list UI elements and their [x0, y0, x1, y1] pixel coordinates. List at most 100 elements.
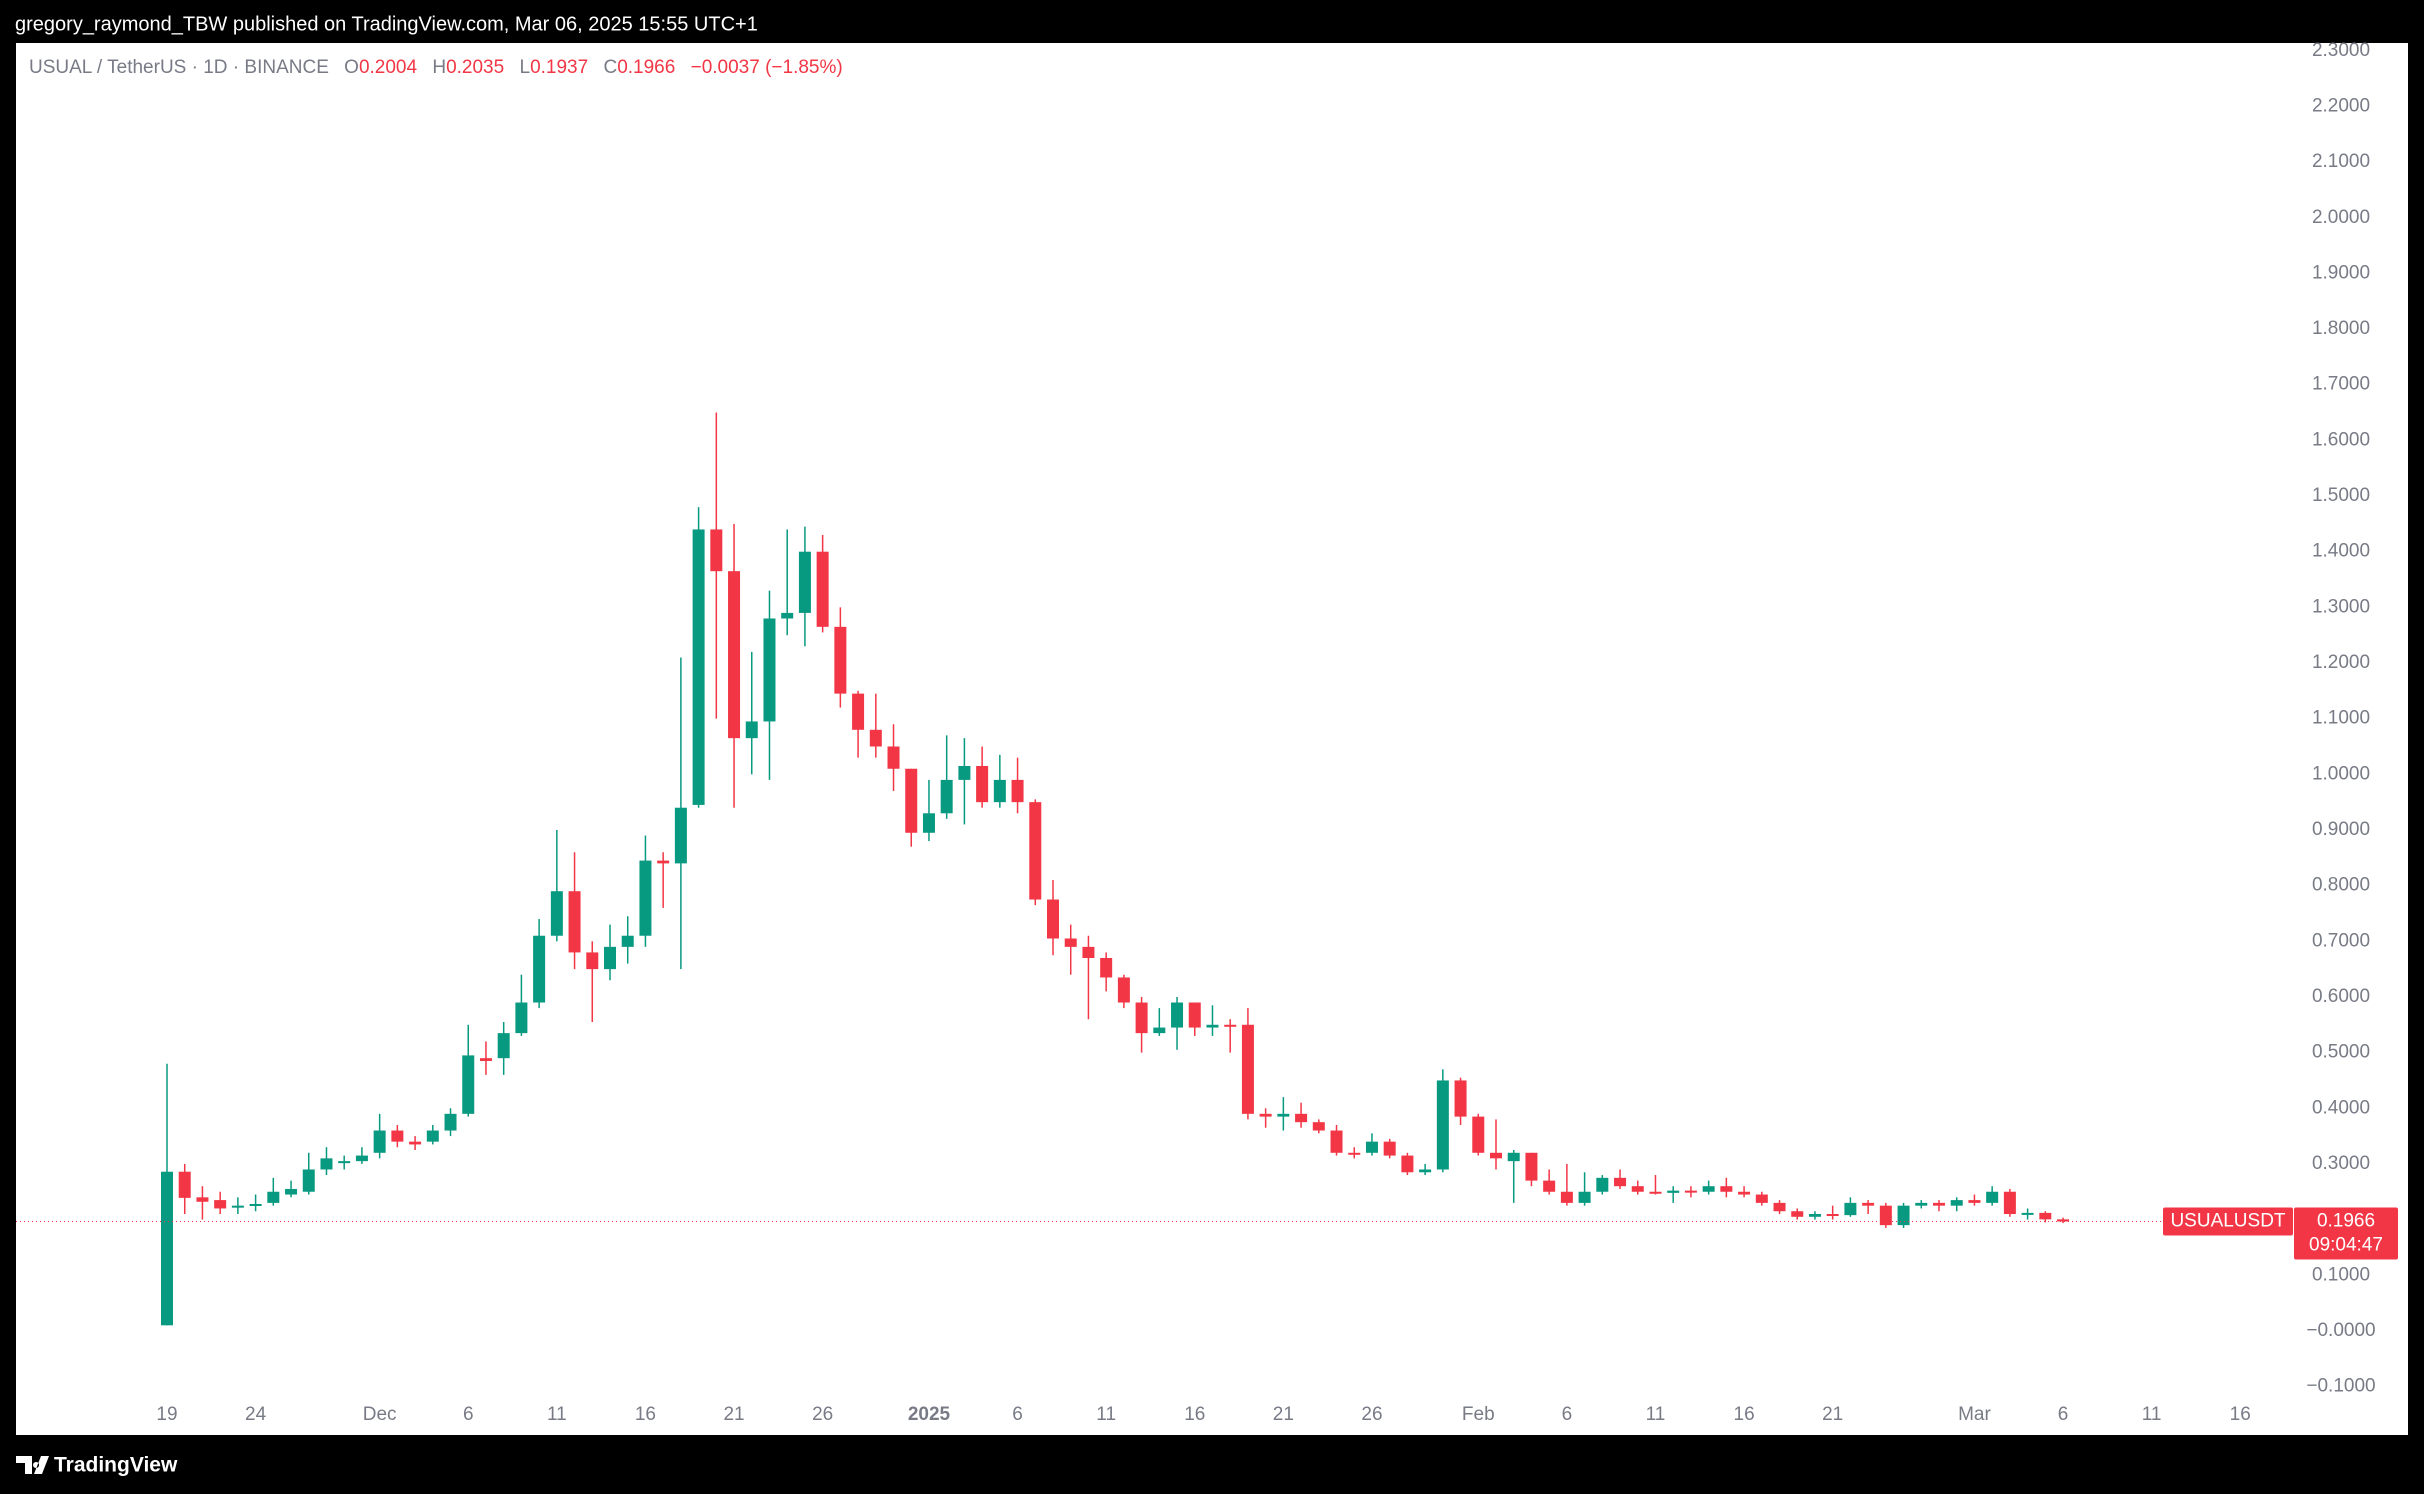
x-tick-label: 6 [1012, 1404, 1023, 1425]
symbol-tag [2163, 1207, 2293, 1236]
candle-body [497, 1033, 510, 1059]
candle-body [1330, 1130, 1343, 1153]
candle-body [533, 935, 546, 1003]
low-label: L [519, 57, 530, 78]
symbol-label: USUALUSDT [2170, 1210, 2285, 1231]
y-tick-label: 0.8000 [2312, 875, 2370, 896]
candle-body [976, 765, 989, 803]
candle-body [515, 1002, 528, 1034]
y-tick-label: −0.1000 [2306, 1376, 2375, 1397]
x-tick-label: 11 [547, 1404, 567, 1425]
x-tick-label: 16 [1734, 1404, 1755, 1425]
y-tick-label: 1.2000 [2312, 652, 2370, 673]
candle-body [409, 1141, 422, 1145]
x-tick-label: 11 [1096, 1404, 1116, 1425]
x-tick-label: 21 [1273, 1404, 1294, 1425]
candle-body [1525, 1152, 1538, 1181]
open-value: 0.2004 [359, 57, 418, 78]
chart-area [16, 43, 2408, 1435]
candle-body [1614, 1177, 1627, 1187]
last-price: 0.1966 [2317, 1210, 2375, 1231]
x-tick-label: 16 [635, 1404, 656, 1425]
candle-body [692, 529, 705, 805]
x-tick-label: Dec [363, 1404, 397, 1425]
y-tick-label: 0.4000 [2312, 1097, 2370, 1118]
candle-body [1915, 1202, 1928, 1206]
candle-body [178, 1171, 191, 1198]
candle-body [993, 779, 1006, 803]
y-tick-label: 1.6000 [2312, 429, 2370, 450]
candle-body [1507, 1152, 1520, 1162]
candle-body [320, 1158, 333, 1170]
y-tick-label: 0.9000 [2312, 819, 2370, 840]
candle-body [1844, 1202, 1857, 1216]
candle-body [231, 1205, 244, 1208]
candle-body [940, 779, 953, 814]
y-tick-label: 1.1000 [2312, 708, 2370, 729]
candle-body [1738, 1191, 1751, 1195]
candle-body [1631, 1186, 1644, 1192]
candle-body [1649, 1191, 1662, 1194]
candle-body [1702, 1186, 1715, 1192]
x-tick-label: 6 [2058, 1404, 2069, 1425]
candle-body [462, 1055, 475, 1114]
low-value: 0.1937 [530, 57, 588, 78]
candle-body [1791, 1211, 1804, 1217]
candle-body [426, 1130, 439, 1142]
x-tick-label: 26 [1361, 1404, 1382, 1425]
y-tick-label: 1.7000 [2312, 374, 2370, 395]
candle-body [1879, 1205, 1892, 1226]
y-tick-label: 2.2000 [2312, 95, 2370, 116]
y-tick-label: 2.3000 [2312, 40, 2370, 61]
candle-body [1436, 1080, 1449, 1170]
candle-body [1259, 1113, 1272, 1117]
candle-body [1986, 1191, 1999, 1203]
candle-body [2021, 1212, 2034, 1215]
y-tick-label: 0.7000 [2312, 930, 2370, 951]
candle-body [745, 721, 758, 739]
x-tick-label: 21 [723, 1404, 744, 1425]
candle-body [1950, 1200, 1963, 1206]
candle-body [834, 626, 847, 694]
candle-body [373, 1130, 386, 1153]
candle-body [1543, 1180, 1556, 1192]
candle-body [1171, 1002, 1184, 1028]
logo-mark [16, 1456, 49, 1474]
x-tick-label: 26 [812, 1404, 833, 1425]
y-tick-label: 1.9000 [2312, 262, 2370, 283]
candle-body [710, 529, 723, 572]
candle-body [196, 1197, 209, 1202]
y-tick-label: 1.0000 [2312, 763, 2370, 784]
candle-body [1153, 1027, 1166, 1034]
candle-body [1241, 1024, 1254, 1114]
candle-body [355, 1155, 368, 1162]
candle-body [214, 1200, 227, 1209]
y-tick-label: 1.8000 [2312, 318, 2370, 339]
publish-info: gregory_raymond_TBW published on Trading… [15, 13, 758, 35]
y-tick-label: 0.5000 [2312, 1042, 2370, 1063]
candle-body [568, 891, 581, 953]
candle-body [1897, 1205, 1910, 1226]
candle-body [444, 1113, 457, 1131]
candle-body [905, 768, 918, 833]
candle-body [1862, 1202, 1875, 1206]
y-tick-label: −0.0000 [2306, 1320, 2375, 1341]
candle-body [1188, 1002, 1201, 1028]
candle-body [1755, 1194, 1768, 1203]
x-tick-label: 16 [2230, 1404, 2251, 1425]
candle-body [1029, 802, 1042, 900]
high-value: 0.2035 [446, 57, 504, 78]
candle-body [781, 612, 794, 619]
countdown: 09:04:47 [2309, 1234, 2383, 1255]
candle-body [2039, 1212, 2052, 1220]
symbol-title: USUAL / TetherUS · 1D · BINANCE [29, 57, 329, 78]
candle-body [816, 551, 829, 627]
candle-body [1117, 977, 1130, 1003]
candle-body [1047, 899, 1059, 939]
candle-body [639, 860, 652, 936]
x-tick-label: 19 [156, 1404, 177, 1425]
candle-body [657, 860, 670, 864]
x-tick-label: 6 [463, 1404, 474, 1425]
candle-body [1383, 1141, 1396, 1156]
